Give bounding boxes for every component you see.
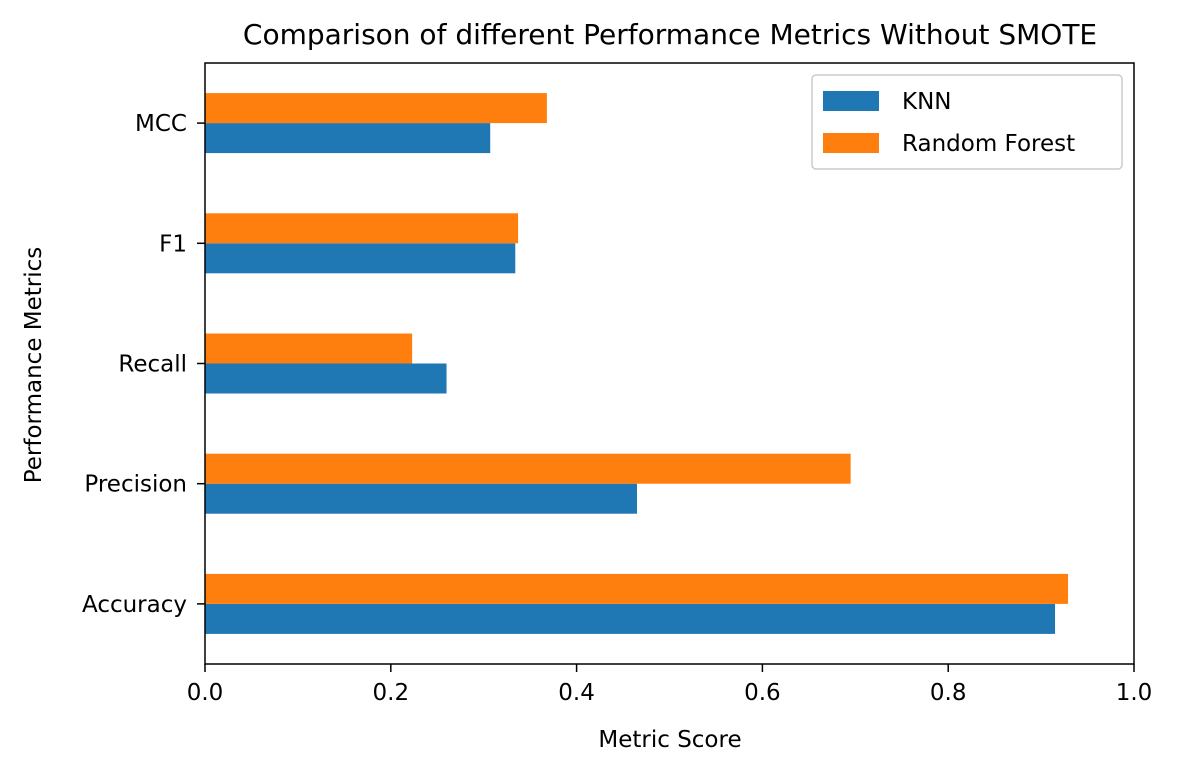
- x-tick-label: 1.0: [1116, 680, 1153, 706]
- y-tick-label: Precision: [84, 472, 187, 498]
- bar-knn-accuracy: [205, 603, 1056, 634]
- legend-swatch-knn: [823, 91, 879, 111]
- y-tick-label: MCC: [135, 111, 187, 137]
- y-tick-label: Accuracy: [82, 592, 187, 618]
- x-tick-label: 0.4: [558, 680, 595, 706]
- legend: KNN Random Forest: [811, 74, 1123, 170]
- bar-random-forest-f1: [205, 213, 519, 244]
- y-tick-label: Recall: [118, 352, 187, 378]
- bar-random-forest-recall: [205, 333, 413, 364]
- bar-knn-f1: [205, 243, 516, 274]
- legend-label: KNN: [902, 89, 952, 115]
- bar-knn-mcc: [205, 123, 491, 154]
- bar-knn-precision: [205, 483, 637, 514]
- bar-random-forest-mcc: [205, 93, 547, 124]
- bar-random-forest-accuracy: [205, 573, 1069, 604]
- plot-frame: [204, 62, 1135, 665]
- x-tick-label: 0.0: [187, 680, 224, 706]
- plot-area: Accuracy Precision Recall F1 MCC 0.0 0.2 0.4 0.6…: [82, 93, 1152, 706]
- legend-box: [811, 74, 1123, 170]
- x-tick-label: 0.2: [373, 680, 410, 706]
- legend-label: Random Forest: [902, 131, 1075, 157]
- chart-title: Comparison of different Performance Metr…: [243, 18, 1097, 51]
- legend-swatch-random-forest: [823, 133, 879, 153]
- x-tick-label: 0.6: [744, 680, 781, 706]
- x-axis-label: Metric Score: [598, 727, 741, 753]
- bar-knn-recall: [205, 363, 447, 394]
- y-axis-label: Performance Metrics: [21, 247, 47, 484]
- x-tick-label: 0.8: [930, 680, 967, 706]
- bar-random-forest-precision: [205, 453, 851, 484]
- y-tick-label: F1: [159, 231, 187, 257]
